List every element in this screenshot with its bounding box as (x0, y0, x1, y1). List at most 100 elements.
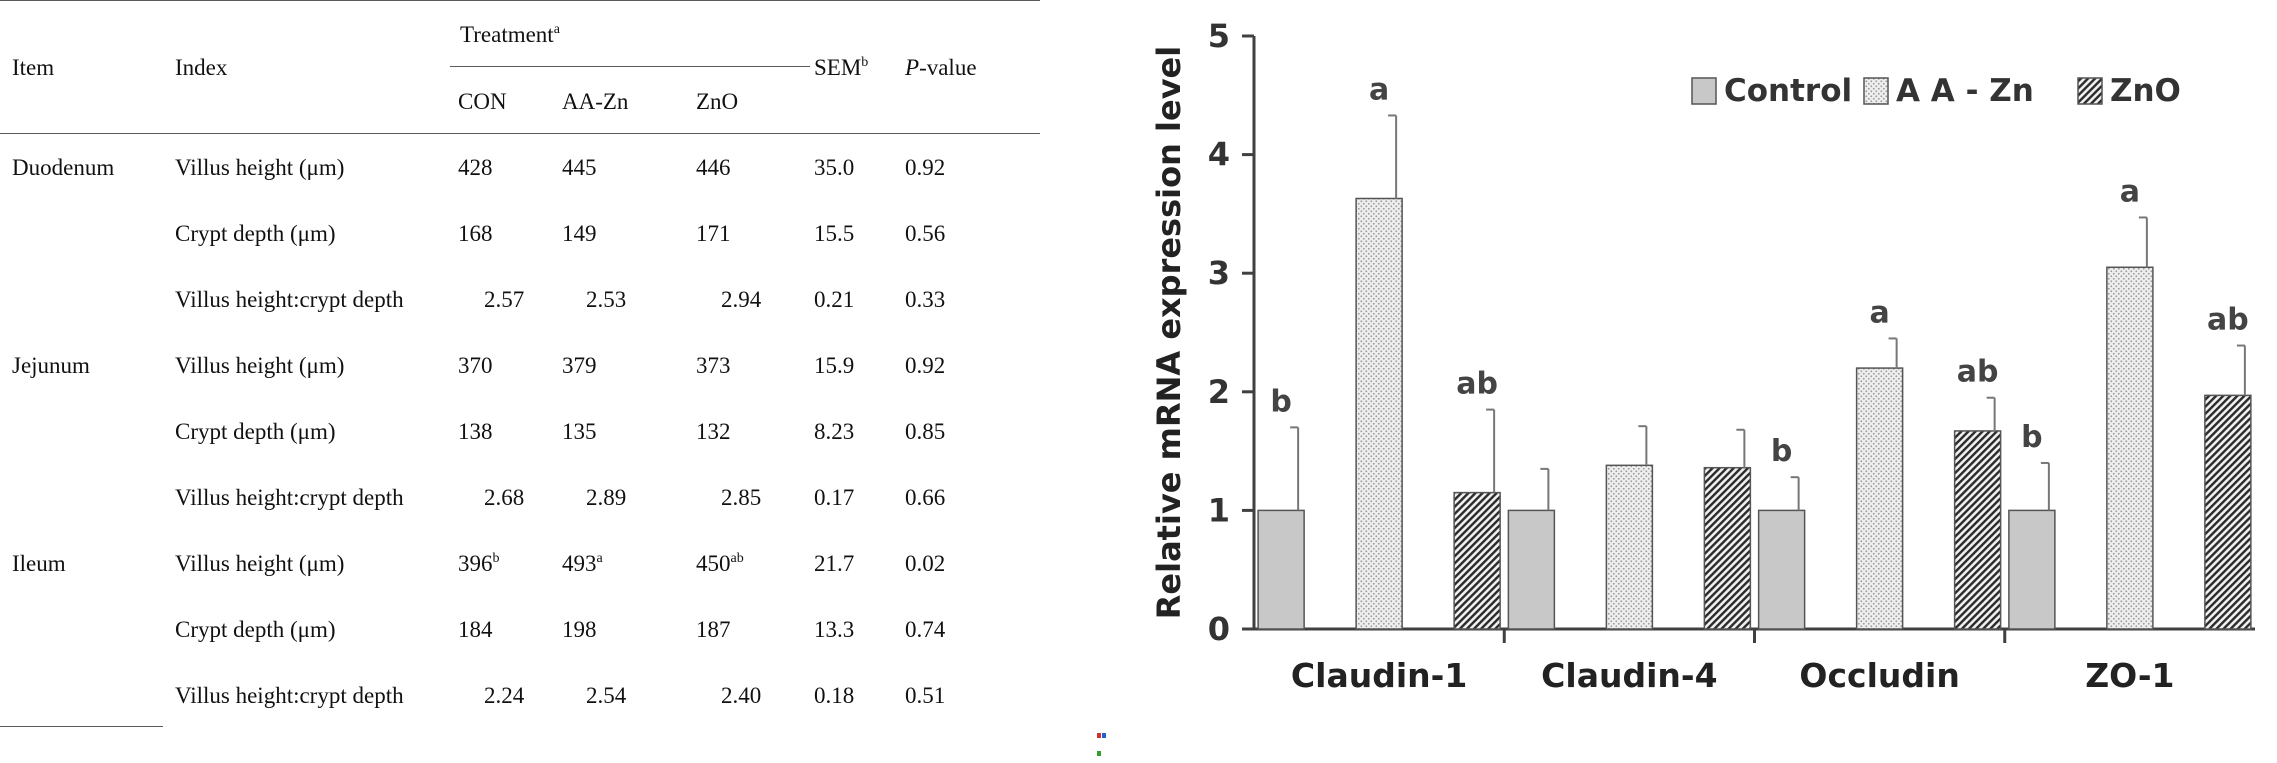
header-zno: ZnO (696, 89, 739, 114)
table-cell-pvalue: 0.02 (905, 551, 946, 576)
x-tick-label: ZO-1 (2085, 656, 2174, 695)
table-cell-con: 2.24 (484, 683, 525, 708)
bar-chart-figure: 0 1 2 3 4 5 Relative mRNA expression level Clau… (1090, 0, 2277, 758)
header-treatment: Treatmenta (460, 22, 560, 47)
header-sem: SEMb (814, 55, 869, 80)
significance-letter: a (2120, 174, 2140, 209)
table-cell-zno: 2.85 (721, 485, 762, 510)
table-cell-zno: 446 (696, 155, 731, 180)
significance-letter: b (1270, 384, 1291, 419)
table-cell-zno: 373 (696, 353, 731, 378)
table-cell-aazn: 2.89 (586, 485, 627, 510)
header-con: CON (458, 89, 507, 114)
table-cell-zno: 450ab (696, 551, 744, 576)
table-cell-zno: 187 (696, 617, 731, 642)
table-cell-con: 138 (458, 419, 493, 444)
table-cell-sem: 0.18 (814, 683, 855, 708)
table-cell-index: Crypt depth (μm) (175, 617, 336, 642)
header-aazn: AA-Zn (562, 89, 629, 114)
table-cell-zno: 2.40 (721, 683, 762, 708)
significance-letter: ab (2207, 303, 2249, 338)
y-tick-label: 1 (1208, 491, 1230, 529)
table-cell-pvalue: 0.66 (905, 485, 946, 510)
table-cell-item: Ileum (12, 551, 66, 576)
data-table: Item Index Treatmenta SEMb P-value CON A… (0, 0, 1040, 758)
table-cell-con: 428 (458, 155, 493, 180)
table-cell-sem: 15.5 (814, 221, 855, 246)
header-index: Index (175, 55, 228, 80)
y-tick-label: 3 (1208, 254, 1230, 292)
table-cell-sem: 35.0 (814, 155, 855, 180)
table-cell-index: Villus height (μm) (175, 155, 345, 180)
significance-letter: ab (1957, 355, 1999, 390)
table-cell-con: 396b (458, 551, 500, 576)
bar-zno (1453, 491, 1501, 630)
y-axis-label: Relative mRNA expression level (1150, 46, 1188, 619)
header-pvalue: P-value (905, 55, 977, 80)
table-cell-pvalue: 0.33 (905, 287, 946, 312)
bar-chart: 0 1 2 3 4 5 Relative mRNA expression level Clau… (1150, 17, 2255, 695)
color-artifact (1097, 725, 1111, 756)
bar-control (2008, 509, 2056, 630)
treatment-rule (450, 66, 810, 67)
table-cell-sem: 0.21 (814, 287, 855, 312)
table-cell-aazn: 379 (562, 353, 597, 378)
table-cell-pvalue: 0.56 (905, 221, 946, 246)
bar-aa-zn (2106, 266, 2154, 630)
table-cell-con: 2.68 (484, 485, 525, 510)
table-cell-index: Crypt depth (μm) (175, 221, 336, 246)
bar-aa-zn (1855, 367, 1904, 630)
significance-letter: a (1369, 72, 1389, 107)
table-cell-index: Villus height (μm) (175, 353, 345, 378)
legend-zno-label: ZnO (2110, 73, 2181, 109)
table-cell-index: Villus height (μm) (175, 551, 345, 576)
bar-zno (1703, 466, 1752, 630)
table-cell-aazn: 135 (562, 419, 597, 444)
table-cell-aazn: 493a (562, 551, 603, 576)
significance-letter: b (2021, 420, 2042, 455)
table-cell-sem: 0.17 (814, 485, 855, 510)
table-cell-con: 168 (458, 221, 493, 246)
table-cell-aazn: 2.54 (586, 683, 627, 708)
table-cell-pvalue: 0.85 (905, 419, 946, 444)
bar-aa-zn (1355, 197, 1403, 630)
table-cell-aazn: 2.53 (586, 287, 627, 312)
table-cell-index: Villus height:crypt depth (175, 485, 404, 510)
x-tick-label: Claudin-1 (1291, 656, 1467, 695)
header-item: Item (12, 55, 55, 80)
table-cell-zno: 171 (696, 221, 731, 246)
bar-control (1507, 509, 1556, 630)
bar-zno (2204, 394, 2252, 630)
x-tick-label: Occludin (1799, 656, 1959, 695)
table-cell-pvalue: 0.92 (905, 155, 946, 180)
table-cell-sem: 13.3 (814, 617, 855, 642)
table-bottom-rule (0, 726, 163, 727)
table-cell-index: Villus height:crypt depth (175, 683, 404, 708)
table-cell-index: Crypt depth (μm) (175, 419, 336, 444)
table-cell-aazn: 198 (562, 617, 597, 642)
significance-letter: a (1870, 295, 1890, 330)
table-cell-item: Jejunum (12, 353, 90, 378)
x-tick-label: Claudin-4 (1541, 656, 1717, 695)
table-cell-pvalue: 0.92 (905, 353, 946, 378)
table-cell-zno: 2.94 (721, 287, 762, 312)
table-cell-con: 184 (458, 617, 493, 642)
bar-control (1257, 509, 1305, 630)
y-tick-label: 4 (1208, 136, 1230, 174)
legend-zno-swatch (2077, 77, 2103, 105)
table-cell-con: 370 (458, 353, 493, 378)
table-cell-aazn: 149 (562, 221, 597, 246)
bar-zno (1953, 430, 2002, 630)
table-cell-item: Duodenum (12, 155, 115, 180)
legend-control-label: Control (1724, 73, 1852, 109)
y-tick-label: 0 (1208, 610, 1230, 648)
table-cell-index: Villus height:crypt depth (175, 287, 404, 312)
legend-aazn-swatch (1863, 77, 1889, 105)
bar-aa-zn (1605, 464, 1654, 630)
y-tick-label: 5 (1208, 17, 1230, 55)
table-cell-pvalue: 0.51 (905, 683, 946, 708)
legend-control-swatch (1691, 77, 1717, 105)
table-cell-sem: 21.7 (814, 551, 855, 576)
significance-letter: ab (1456, 367, 1498, 402)
table-top-rule (0, 0, 1040, 1)
